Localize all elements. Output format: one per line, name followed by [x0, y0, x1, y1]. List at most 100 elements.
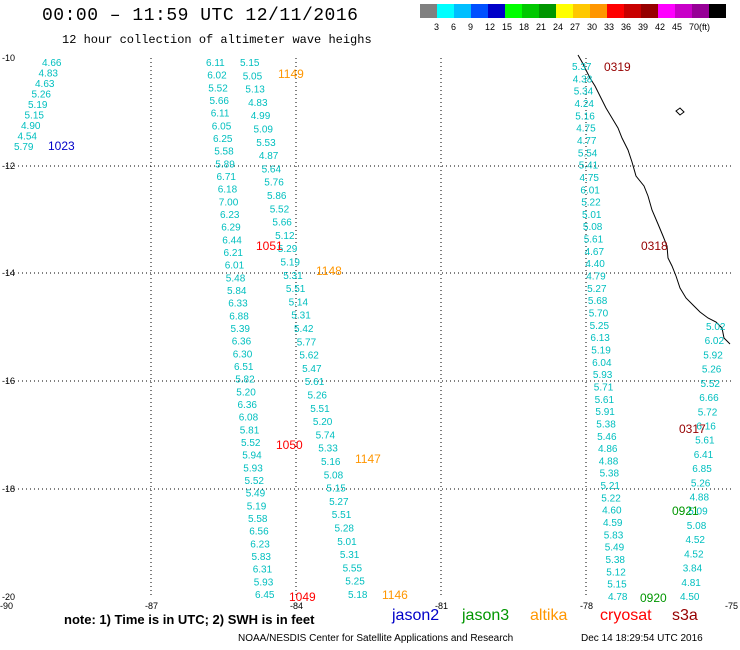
swh-value: 5.26 [308, 391, 328, 402]
scale-label: 36 [621, 22, 632, 32]
swh-value: 5.31 [340, 550, 360, 561]
pass-time-label: 0319 [604, 60, 631, 74]
swh-value: 6.02 [207, 71, 227, 82]
swh-value: 5.61 [595, 395, 615, 406]
swh-value: 5.54 [578, 148, 598, 159]
swh-value: 5.16 [575, 111, 595, 122]
swh-value: 4.88 [690, 493, 710, 504]
swh-value: 5.58 [214, 147, 234, 158]
scale-swatch [437, 4, 454, 18]
swh-value: 5.34 [574, 87, 594, 98]
swh-value: 5.58 [248, 514, 268, 525]
swh-value: 5.16 [321, 457, 341, 468]
swh-value: 5.52 [701, 379, 721, 390]
swh-value: 5.19 [28, 100, 48, 111]
legend-cryosat: cryosat [600, 607, 652, 624]
swh-value: 6.71 [217, 172, 237, 183]
swh-value: 4.78 [608, 592, 628, 603]
swh-value: 6.36 [238, 400, 258, 411]
swh-value: 5.93 [593, 370, 613, 381]
swh-value: 5.76 [264, 178, 284, 189]
swh-value: 6.41 [694, 450, 714, 461]
swh-value: 5.84 [227, 286, 247, 297]
pass-time-label: 1049 [289, 590, 316, 604]
swh-value: 5.62 [299, 351, 319, 362]
swh-value: 5.77 [297, 337, 317, 348]
scale-swatch [692, 4, 709, 18]
scale-label: 27 [570, 22, 581, 32]
scale-label: 70 [689, 22, 700, 32]
swh-value: 5.52 [245, 476, 265, 487]
pass-time-label: 1023 [48, 139, 75, 153]
scale-swatch [488, 4, 505, 18]
swh-value: 5.19 [247, 501, 267, 512]
scale-swatch [675, 4, 692, 18]
pass-time-label: 1146 [382, 588, 408, 602]
swh-value: 5.15 [607, 580, 627, 591]
swh-value: 5.09 [254, 125, 274, 136]
scale-swatch [505, 4, 522, 18]
swh-value: 4.66 [42, 58, 62, 69]
swh-value: 4.63 [35, 79, 55, 90]
pass-time-label: 1147 [355, 452, 381, 466]
scale-swatch [522, 4, 539, 18]
swh-value: 6.30 [233, 349, 253, 360]
lon-label: -75 [725, 601, 738, 611]
swh-value: 5.05 [243, 71, 263, 82]
swh-value: 4.87 [259, 151, 279, 162]
swh-value: 5.02 [706, 322, 726, 333]
swh-value: 6.11 [206, 58, 225, 69]
scale-label: 39 [638, 22, 649, 32]
swh-value: 6.66 [699, 393, 719, 404]
swh-value: 6.51 [234, 362, 254, 373]
swh-value: 6.44 [222, 235, 242, 246]
swh-value: 4.67 [585, 247, 605, 258]
swh-value: 5.15 [326, 484, 346, 495]
pass-time-label: 0920 [640, 591, 667, 605]
swh-value: 5.15 [240, 58, 260, 69]
lat-label: -12 [2, 161, 15, 171]
lon-label: -90 [0, 601, 13, 611]
swh-value: 5.08 [324, 470, 344, 481]
swh-value: 6.04 [592, 358, 612, 369]
swh-value: 4.86 [598, 444, 618, 455]
swh-value: 7.00 [219, 197, 239, 208]
swh-value: 6.16 [696, 422, 716, 433]
swh-value: 3.84 [683, 564, 703, 575]
swh-value: 5.89 [215, 159, 235, 170]
swh-value: 5.86 [267, 191, 287, 202]
swh-value: 5.52 [270, 204, 290, 215]
scale-swatch [607, 4, 624, 18]
swh-value: 6.45 [255, 590, 275, 601]
swh-value: 5.93 [254, 577, 274, 588]
swh-value: 5.20 [313, 417, 333, 428]
swh-value: 5.22 [601, 493, 621, 504]
swh-value: 5.26 [32, 90, 52, 101]
swh-value: 4.81 [681, 578, 701, 589]
swh-value: 5.19 [281, 258, 301, 269]
swh-value: 6.02 [705, 336, 725, 347]
scale-label: 21 [536, 22, 547, 32]
scale-swatch [454, 4, 471, 18]
swh-value: 5.25 [590, 321, 610, 332]
swh-value: 5.94 [242, 451, 262, 462]
swh-value: 5.61 [305, 377, 325, 388]
swh-value: 5.46 [597, 432, 617, 443]
swh-value: 6.36 [232, 337, 252, 348]
swh-value: 5.33 [318, 444, 338, 455]
swh-value: 5.41 [579, 161, 599, 172]
swh-value: 6.11 [211, 109, 230, 120]
swh-value: 5.66 [272, 218, 292, 229]
swh-value: 5.81 [240, 425, 260, 436]
swh-value: 5.51 [332, 510, 352, 521]
coastline [577, 54, 731, 345]
swh-value: 4.75 [576, 124, 596, 135]
swh-value: 4.90 [21, 121, 41, 132]
swh-value: 5.27 [329, 497, 349, 508]
swh-value: 5.82 [235, 375, 255, 386]
scale-swatch [556, 4, 573, 18]
swh-value: 5.52 [241, 438, 261, 449]
swh-value: 6.88 [229, 311, 249, 322]
swh-value: 6.21 [224, 248, 244, 259]
